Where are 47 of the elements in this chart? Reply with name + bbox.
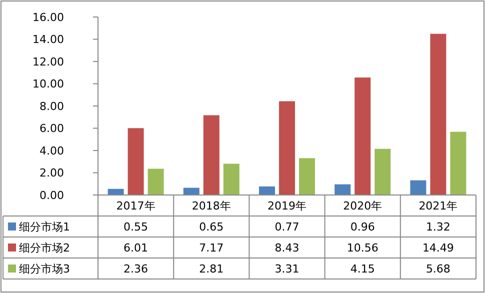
data-label: 6.01 [124, 241, 148, 254]
x-tick-label: 2018年 [192, 199, 231, 212]
bar [299, 158, 315, 195]
x-tick-label: 2021年 [418, 199, 458, 212]
bar [410, 180, 426, 195]
bar [450, 132, 466, 195]
data-label: 7.17 [199, 241, 224, 254]
bar [108, 188, 124, 195]
x-tick-label: 2020年 [343, 199, 382, 212]
legend-label: 细分市场2 [19, 241, 70, 254]
bar [128, 128, 144, 195]
bar [354, 78, 371, 195]
y-tick-label: 4.00 [40, 144, 64, 158]
data-label: 8.43 [274, 241, 300, 254]
bar [183, 188, 200, 195]
y-tick-label: 10.00 [32, 78, 64, 91]
data-label: 14.49 [422, 241, 454, 254]
x-tick-label: 2019年 [268, 199, 306, 212]
bar [334, 184, 351, 195]
x-tick-label: 2017年 [116, 199, 156, 212]
legend-label: 细分市场1 [19, 220, 70, 234]
bar [279, 101, 295, 195]
data-label: 0.77 [274, 220, 300, 234]
bar [148, 168, 164, 195]
data-label: 4.15 [350, 262, 375, 276]
bar [223, 164, 240, 195]
data-label: 5.68 [426, 262, 450, 276]
y-tick-label: 6.00 [40, 122, 64, 136]
bar [374, 148, 391, 195]
data-label: 2.81 [199, 262, 224, 276]
data-label: 3.31 [274, 262, 300, 276]
bar [203, 115, 220, 195]
y-tick-label: 16.00 [32, 10, 64, 24]
data-label: 0.96 [350, 220, 375, 234]
bar [430, 34, 446, 195]
data-label: 1.32 [426, 220, 450, 234]
data-label: 0.65 [199, 220, 224, 234]
y-tick-label: 12.00 [32, 55, 64, 68]
data-label: 2.36 [124, 262, 148, 276]
data-label: 10.56 [346, 241, 378, 254]
y-tick-label: 14.00 [32, 33, 64, 46]
y-tick-label: 2.00 [40, 166, 64, 180]
y-tick-label: 8.00 [40, 100, 64, 113]
legend-label: 细分市场3 [19, 262, 70, 276]
bar [259, 186, 275, 195]
data-label: 0.55 [124, 220, 148, 234]
y-tick-label: 0.00 [40, 188, 64, 202]
